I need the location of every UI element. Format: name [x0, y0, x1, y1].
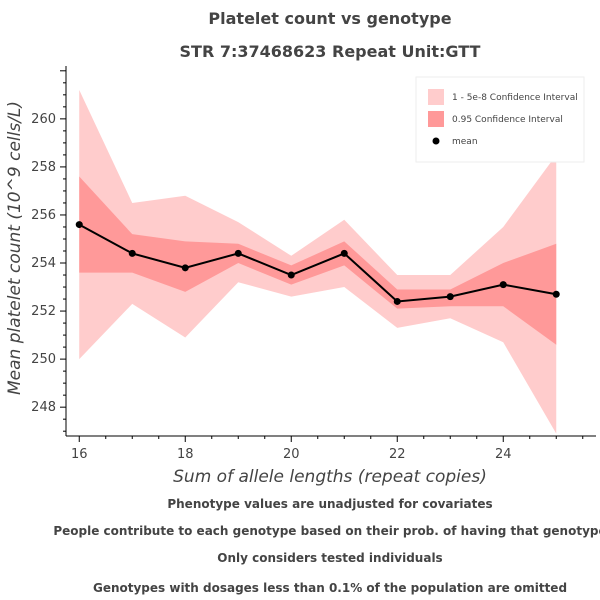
y-tick-label: 248: [31, 400, 56, 415]
y-tick-label: 256: [31, 208, 56, 223]
x-tick-label: 22: [389, 447, 406, 462]
mean-point: [181, 264, 189, 272]
y-tick-label: 258: [31, 160, 56, 175]
chart-subtitle: STR 7:37468623 Repeat Unit:GTT: [180, 42, 481, 61]
mean-point: [75, 221, 83, 229]
chart-title: Platelet count vs genotype: [208, 9, 451, 28]
footnote-1: Phenotype values are unadjusted for cova…: [167, 497, 492, 511]
y-tick-label: 254: [31, 256, 56, 271]
y-tick-label: 252: [31, 304, 56, 319]
confidence-band-2: [79, 176, 557, 345]
legend-marker: [432, 137, 440, 145]
legend-swatch: [428, 89, 444, 105]
mean-point: [128, 249, 136, 257]
x-tick-label: 20: [283, 447, 300, 462]
y-tick-label: 260: [31, 112, 56, 127]
mean-point: [552, 290, 560, 298]
mean-point: [340, 249, 348, 257]
legend-label: mean: [452, 137, 478, 147]
footnote-2: People contribute to each genotype based…: [53, 524, 600, 538]
mean-line: [78, 223, 557, 303]
mean-point: [446, 293, 454, 301]
legend-label: 1 - 5e-8 Confidence Interval: [452, 93, 578, 103]
x-tick-label: 18: [177, 447, 194, 462]
footnote-3: Only considers tested individuals: [217, 551, 442, 565]
mean-point: [393, 297, 401, 305]
plot-area: 248 250 252 254 256 258 260 16 18 20 22 24: [31, 66, 596, 462]
x-axis-label: Sum of allele lengths (repeat copies): [173, 467, 487, 487]
y-tick-label: 250: [31, 352, 56, 367]
legend-swatch: [428, 111, 444, 127]
x-tick-label: 24: [495, 447, 512, 462]
mean-point: [499, 281, 507, 289]
footnote-4: Genotypes with dosages less than 0.1% of…: [93, 581, 567, 595]
mean-point: [287, 271, 295, 279]
mean-point: [234, 249, 242, 257]
legend: 1 - 5e-8 Confidence Interval 0.95 Confide…: [415, 76, 585, 163]
x-tick-label: 16: [71, 447, 88, 462]
y-axis-label: Mean platelet count (10^9 cells/L): [5, 101, 25, 395]
legend-label: 0.95 Confidence Interval: [452, 115, 563, 125]
